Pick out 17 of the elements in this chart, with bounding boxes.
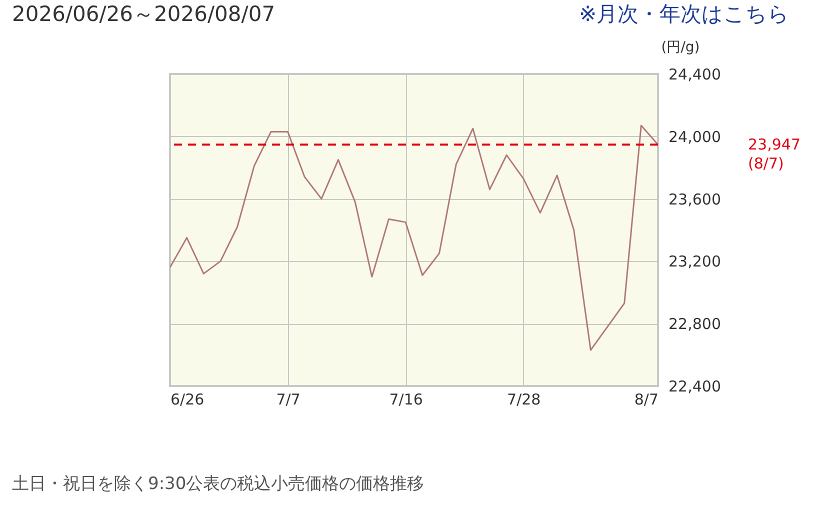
text: ※月次・年次はこちら bbox=[579, 1, 790, 28]
y-tick-label: 22,400 bbox=[668, 378, 721, 396]
x-tick-label: 7/28 bbox=[507, 390, 541, 408]
x-tick-label: 7/16 bbox=[389, 390, 423, 408]
y-axis-title: (円/g) bbox=[661, 40, 700, 56]
y-tick-label: 22,800 bbox=[668, 315, 721, 334]
y-tick-label: 23,200 bbox=[668, 252, 721, 271]
y-tick-label: 24,400 bbox=[668, 66, 721, 84]
x-tick-label: 8/7 bbox=[634, 390, 658, 408]
chart-title: 2026/06/26～2026/08/07 bbox=[12, 1, 276, 28]
y-tick-label: 23,600 bbox=[668, 190, 721, 208]
line-series bbox=[170, 124, 658, 351]
text: 土日・祝日を除く9:30公表の税込小売価格の価格推移 bbox=[12, 473, 424, 495]
x-tick-label: 6/26 bbox=[170, 390, 204, 408]
y-tick-label: 24,000 bbox=[668, 128, 721, 146]
x-tick-label: 7/7 bbox=[276, 390, 300, 408]
ref-line-label: 23,947 (8/7) bbox=[748, 136, 800, 173]
